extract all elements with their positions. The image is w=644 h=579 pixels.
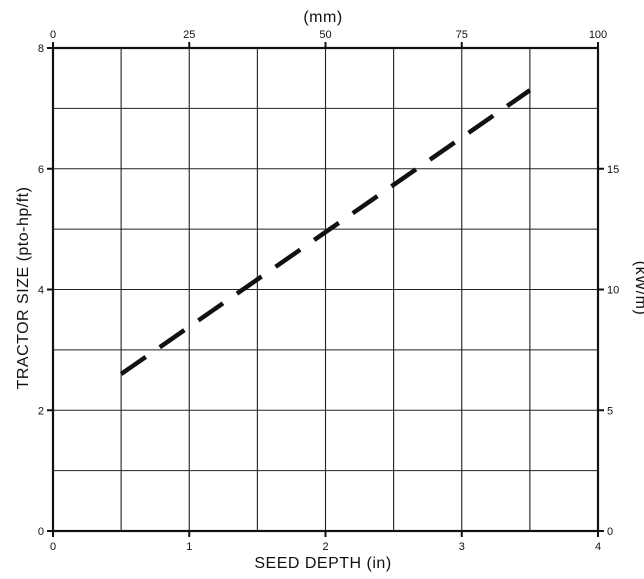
y2-tick-label: 10 — [607, 285, 619, 297]
y2-axis-title: (kW/m) — [632, 261, 644, 316]
y-tick-label: 6 — [38, 164, 44, 176]
grid — [53, 48, 598, 531]
y2-tick-label: 0 — [607, 526, 613, 538]
y-tick-label: 8 — [38, 43, 44, 55]
y-tick-label: 0 — [38, 526, 44, 538]
y2-tick-label: 5 — [607, 405, 613, 417]
x2-tick-label: 75 — [456, 29, 468, 41]
x2-tick-label: 100 — [589, 29, 607, 41]
y-axis-title: TRACTOR SIZE (pto-hp/ft) — [15, 187, 32, 390]
series-group — [119, 88, 532, 376]
x-tick-label: 3 — [459, 541, 465, 553]
x-tick-label: 4 — [595, 541, 601, 553]
series-line — [119, 88, 532, 376]
x2-axis-title: (mm) — [303, 9, 342, 26]
x2-tick-label: 0 — [50, 29, 56, 41]
x-tick-label: 1 — [186, 541, 192, 553]
y-tick-label: 4 — [38, 285, 44, 297]
x-axis-title: SEED DEPTH (in) — [254, 555, 391, 572]
x-tick-label: 2 — [322, 541, 328, 553]
x2-tick-label: 25 — [183, 29, 195, 41]
y2-tick-label: 15 — [607, 164, 619, 176]
x2-tick-label: 50 — [319, 29, 331, 41]
y-tick-label: 2 — [38, 405, 44, 417]
x-tick-label: 0 — [50, 541, 56, 553]
